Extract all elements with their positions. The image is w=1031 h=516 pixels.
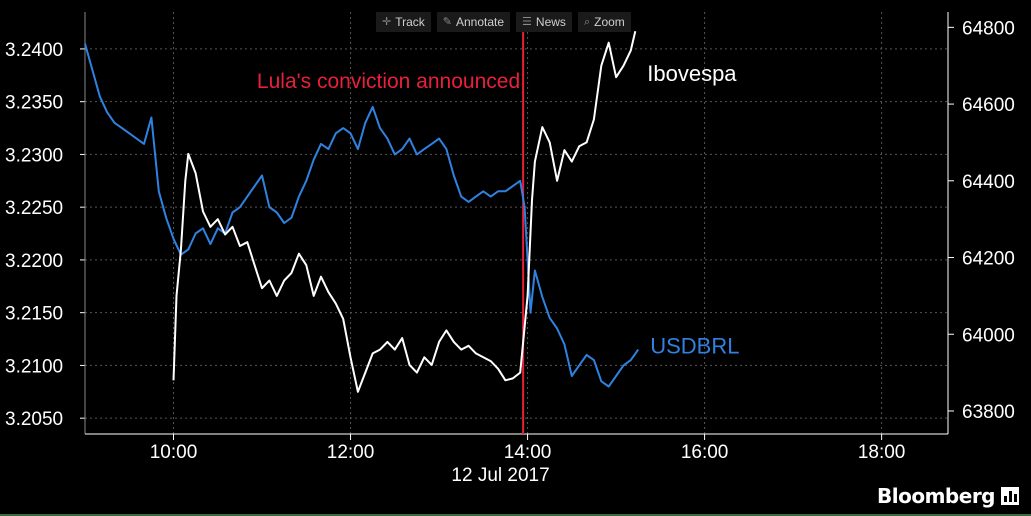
left-tick-label: 3.2150 — [5, 304, 63, 325]
right-tick-label: 64600 — [962, 95, 1015, 116]
bottom-rule — [0, 514, 1031, 516]
series-line-ibovespa — [172, 30, 637, 393]
x-tick-label: 14:00 — [504, 442, 552, 463]
left-tick-label: 3.2250 — [5, 198, 63, 219]
axes — [80, 12, 954, 440]
annotate-button[interactable]: ✎ Annotate — [436, 12, 511, 32]
annotate-label: Annotate — [456, 15, 505, 29]
x-tick-label: 16:00 — [681, 442, 729, 463]
left-tick-label: 3.2400 — [5, 40, 63, 61]
news-label: News — [535, 15, 566, 29]
grid — [85, 12, 948, 434]
event-label: Lula's conviction announced — [257, 70, 520, 93]
right-tick-label: 64000 — [962, 325, 1015, 346]
news-icon: ☰ — [522, 16, 532, 28]
track-button[interactable]: ✛ Track — [376, 12, 431, 32]
x-tick-label: 12:00 — [327, 442, 375, 463]
labels: 10:00 12:00 14:00 16:00 18:00 12 Jul 2017 3.24… — [5, 18, 1015, 486]
bloomberg-logo: Bloomberg — [877, 484, 1019, 508]
series — [84, 12, 640, 434]
date-label: 12 Jul 2017 — [451, 465, 549, 486]
right-tick-label: 64200 — [962, 249, 1015, 270]
zoom-label: Zoom — [594, 15, 625, 29]
crosshair-icon: ✛ — [382, 16, 392, 28]
track-label: Track — [395, 15, 425, 29]
bar-chart-icon — [1001, 487, 1019, 505]
magnifier-icon: ⌕ — [583, 16, 591, 28]
series-line-usdbrl — [84, 43, 640, 388]
series-label-usdbrl: USDBRL — [650, 334, 739, 359]
left-tick-label: 3.2200 — [5, 251, 63, 272]
right-tick-label: 63800 — [962, 402, 1015, 423]
left-tick-label: 3.2300 — [5, 145, 63, 166]
left-tick-label: 3.2350 — [5, 93, 63, 114]
right-tick-label: 64800 — [962, 18, 1015, 39]
series-label-ibovespa: Ibovespa — [647, 61, 737, 86]
brand-name: Bloomberg — [877, 484, 995, 508]
x-tick-label: 10:00 — [150, 442, 198, 463]
left-tick-label: 3.2100 — [5, 356, 63, 377]
chart-toolbar: ✛ Track ✎ Annotate ☰ News ⌕ Zoom — [376, 12, 631, 32]
pencil-icon: ✎ — [442, 16, 452, 28]
right-tick-label: 64400 — [962, 172, 1015, 193]
zoom-button[interactable]: ⌕ Zoom — [577, 12, 631, 32]
x-tick-label: 18:00 — [858, 442, 906, 463]
news-button[interactable]: ☰ News — [516, 12, 572, 32]
left-tick-label: 3.2050 — [5, 409, 63, 430]
